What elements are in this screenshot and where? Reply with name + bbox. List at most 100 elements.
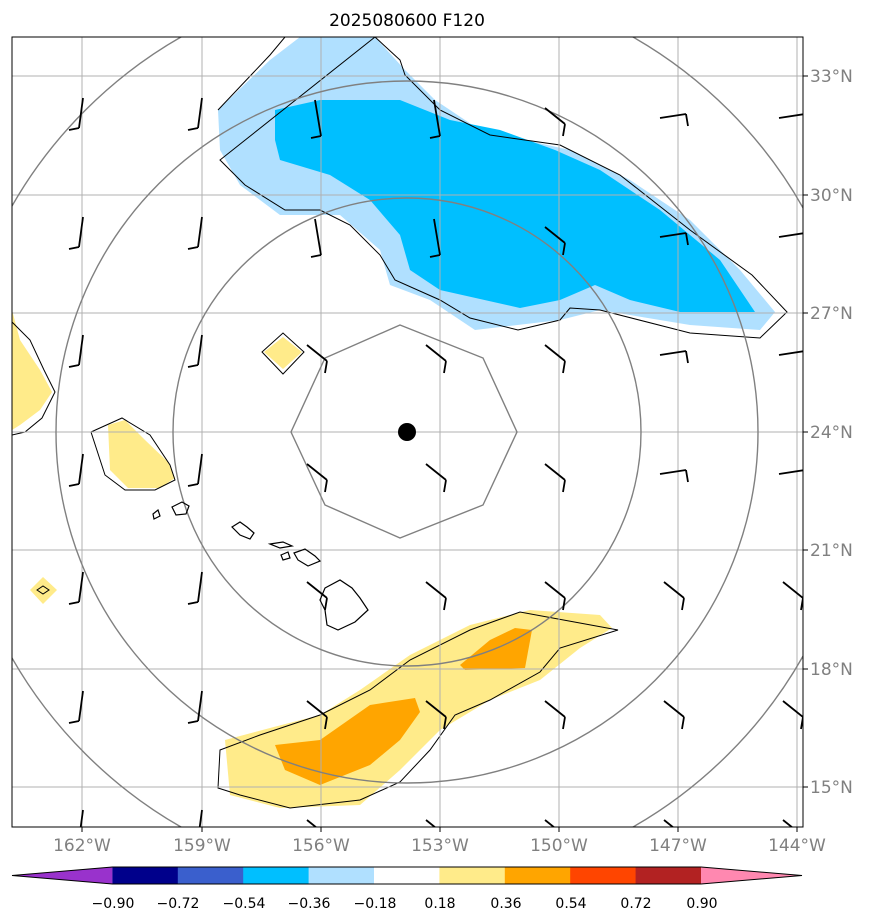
anomaly-orange-south-a xyxy=(275,698,420,785)
wind-barb xyxy=(187,571,203,605)
colorbar-label: 0.36 xyxy=(490,896,521,912)
anomaly-yellow-small-diamond xyxy=(264,337,302,369)
wind-barb xyxy=(778,232,803,238)
colorbar-segment xyxy=(243,867,310,884)
anomaly-blue-north xyxy=(275,100,755,312)
colorbar-extend-low xyxy=(12,867,113,884)
wind-barb xyxy=(68,334,84,368)
lon-label: 156°W xyxy=(292,836,350,856)
wind-barb xyxy=(306,581,328,611)
wind-barb xyxy=(306,700,328,730)
wind-barb xyxy=(68,453,84,487)
lon-labels: 162°W 159°W 156°W 153°W 150°W 147°W 144°… xyxy=(53,836,826,856)
anomaly-yellow-west-edge xyxy=(12,310,52,430)
lat-label: 33°N xyxy=(810,67,853,87)
colorbar-outline xyxy=(11,866,803,885)
wind-barb xyxy=(425,819,437,827)
wind-barb xyxy=(659,232,689,246)
contour-line-tiny-diamond xyxy=(36,585,50,595)
colorbar xyxy=(11,866,803,885)
colorbar-label: 0.90 xyxy=(686,896,717,912)
wind-barb xyxy=(544,819,556,827)
lat-label: 24°N xyxy=(810,423,853,443)
range-ring-2 xyxy=(172,197,642,667)
lon-label: 150°W xyxy=(530,836,588,856)
island-maui xyxy=(293,548,322,567)
axis-ticks xyxy=(81,75,808,832)
hawaii-coastlines xyxy=(152,501,369,631)
lon-label: 147°W xyxy=(649,836,707,856)
colorbar-segment xyxy=(439,867,506,884)
wind-barb xyxy=(663,581,685,611)
map-area xyxy=(12,37,803,827)
wind-barb xyxy=(544,463,566,493)
wind-barbs xyxy=(68,97,803,827)
lon-label: 153°W xyxy=(411,836,469,856)
colorbar-label: −0.72 xyxy=(157,896,200,912)
colorbar-label: −0.36 xyxy=(288,896,331,912)
island-kauai xyxy=(171,501,190,516)
colorbar-label: 0.72 xyxy=(620,896,651,912)
wind-barb xyxy=(425,700,447,730)
wind-barb xyxy=(659,113,689,127)
lon-label: 162°W xyxy=(53,836,111,856)
range-ring-1 xyxy=(290,324,518,539)
wind-barb xyxy=(544,226,566,256)
wind-barb xyxy=(544,107,566,137)
range-ring-3 xyxy=(55,80,759,784)
anomaly-yellow-tiny-diamond xyxy=(30,577,57,604)
wind-barb xyxy=(68,690,84,724)
wind-barb xyxy=(544,700,566,730)
wind-barb xyxy=(187,453,203,487)
island-oahu xyxy=(231,521,255,540)
lat-label: 18°N xyxy=(810,660,853,680)
map-title: 2025080600 F120 xyxy=(329,11,485,31)
lon-label: 159°W xyxy=(173,836,231,856)
lat-label: 30°N xyxy=(810,186,853,206)
wind-barb xyxy=(310,218,322,258)
colorbar-label: −0.18 xyxy=(354,896,397,912)
wind-barb xyxy=(778,350,803,356)
wind-barb xyxy=(425,344,447,374)
wind-barb xyxy=(544,344,566,374)
lon-label: 144°W xyxy=(768,836,826,856)
colorbar-label: −0.90 xyxy=(92,896,135,912)
colorbar-labels: −0.90 −0.72 −0.54 −0.36 −0.18 0.18 0.36 … xyxy=(92,896,718,912)
wind-barb xyxy=(79,809,84,827)
colorbar-label: 0.18 xyxy=(424,896,455,912)
colorbar-segment xyxy=(504,867,571,884)
island-big-island xyxy=(319,579,369,631)
colorbar-extend-high xyxy=(701,867,802,884)
contour-line-small-diamond xyxy=(261,332,305,375)
lat-label: 15°N xyxy=(810,778,853,798)
island-molokai xyxy=(267,541,295,549)
colorbar-label: −0.54 xyxy=(223,896,266,912)
colorbar-label: 0.54 xyxy=(555,896,586,912)
colorbar-segment xyxy=(635,867,702,884)
wind-barb xyxy=(68,97,84,131)
range-rings xyxy=(12,37,803,827)
lat-label: 27°N xyxy=(810,304,853,324)
island-lanai xyxy=(280,551,291,561)
wind-barb xyxy=(663,700,685,730)
wind-barb xyxy=(778,113,803,119)
wind-barb xyxy=(429,99,441,139)
colorbar-segment xyxy=(177,867,244,884)
wind-barb xyxy=(778,469,803,475)
anomaly-yellow-kauai-region xyxy=(108,420,175,488)
colorbar-segment xyxy=(308,867,375,884)
wind-barb xyxy=(187,97,203,131)
wind-barb xyxy=(782,819,794,827)
contour-line-kauai-region xyxy=(90,417,176,491)
wind-barb xyxy=(425,581,447,611)
colorbar-segment xyxy=(374,867,440,884)
wind-barb xyxy=(425,463,447,493)
wind-barb xyxy=(659,350,689,364)
wind-barb xyxy=(310,99,322,139)
wind-barb xyxy=(429,218,441,258)
wind-barb xyxy=(659,469,689,483)
wind-barb xyxy=(306,819,318,827)
lat-labels: 33°N 30°N 27°N 24°N 21°N 18°N 15°N xyxy=(810,67,853,798)
wind-barb xyxy=(306,344,328,374)
